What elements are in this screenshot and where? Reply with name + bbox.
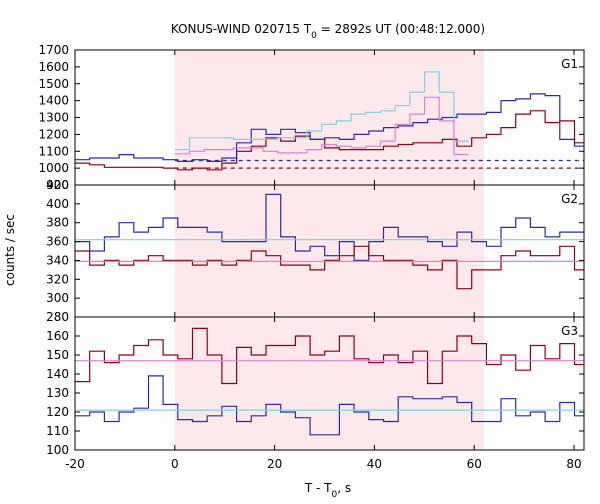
panel-g2-series-blue-step (75, 193, 584, 261)
panel-g3-frame (74, 316, 585, 451)
panel-g2-curves (75, 193, 584, 290)
panel-g1-label: G1 (561, 57, 578, 71)
panel-g3-ytick-label: 160 (46, 329, 69, 343)
panel-g1: 900 1000 1100 1200 1300 1400 1500 1600 1700 G1 (38, 43, 585, 192)
panel-g1-shaded-interval (174, 50, 485, 185)
panel-g2-ytick-label: 420 (46, 178, 69, 192)
chart-title: KONUS-WIND 020715 T0 = 2892s UT (00:48:1… (171, 22, 485, 41)
panel-g3-ytick-label: 150 (46, 348, 69, 362)
panel-g1-ytick-label: 1500 (38, 77, 69, 91)
xtick-label: 40 (367, 457, 382, 471)
panel-g3-series-blue-step (75, 375, 584, 436)
xtick-label: 80 (566, 457, 581, 471)
panel-g3-ytick-label: 120 (46, 405, 69, 419)
panel-g1-ytick-label: 1600 (38, 60, 69, 74)
y-axis-label: counts / sec (3, 214, 17, 286)
panels-group: 90010001100120013001400150016001700G1280… (38, 43, 585, 471)
xtick-label: 20 (267, 457, 282, 471)
panel-g2-ytick-label: 300 (46, 291, 69, 305)
panel-g1-ytick-label: 1400 (38, 94, 69, 108)
panel-g3-label: G3 (561, 324, 578, 338)
panel-g3-curves (75, 327, 584, 436)
panel-g2-ytick-label: 340 (46, 253, 69, 267)
panel-g2-ytick-label: 280 (46, 310, 69, 324)
panel-g2-ytick-label: 380 (46, 216, 69, 230)
x-axis-label: T - T0, s (304, 481, 351, 500)
xtick-label: 0 (171, 457, 179, 471)
panel-g3-ytick-label: 140 (46, 367, 69, 381)
panel-g1-ytick-label: 1000 (38, 161, 69, 175)
panel-g1-curves (75, 71, 584, 171)
panel-g2-ytick-label: 360 (46, 235, 69, 249)
panel-g1-ytick-label: 1300 (38, 111, 69, 125)
panel-g2-series-red-step (75, 245, 584, 290)
panel-g1-ytick-label: 1100 (38, 144, 69, 158)
panel-g2-label: G2 (561, 192, 578, 206)
xtick-label: 60 (467, 457, 482, 471)
panel-g2: 280 300 320 340 360 380 400 420 G2 (46, 178, 585, 324)
xtick-label: -20 (65, 457, 85, 471)
panel-g1-series-cyan-step (174, 71, 469, 151)
panel-g3-ytick-label: 130 (46, 386, 69, 400)
panel-g2-ytick-label: 320 (46, 272, 69, 286)
panel-g3-series-red-step (75, 327, 584, 385)
panel-g3-ytick-label: 100 (46, 443, 69, 457)
panel-g3-ytick-label: 110 (46, 424, 69, 438)
panel-g2-shaded-interval (174, 185, 485, 317)
panel-g1-ytick-label: 1200 (38, 127, 69, 141)
panel-g1-series-pink-step (174, 96, 469, 156)
panel-g3: 100 110 120 130 140 150 160 -20 0 20 40 60 80 G3 (46, 316, 585, 471)
panel-g2-ytick-label: 400 (46, 197, 69, 211)
panel-g1-ytick-label: 900 (46, 178, 69, 192)
panel-g1-ytick-label: 1700 (38, 43, 69, 57)
